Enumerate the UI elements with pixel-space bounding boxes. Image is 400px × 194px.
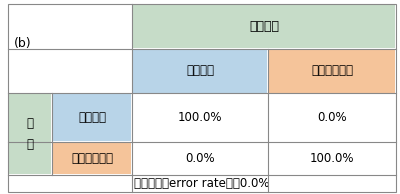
Text: 分析結果: 分析結果 — [249, 20, 279, 33]
FancyBboxPatch shape — [133, 142, 267, 174]
Text: 100.0%: 100.0% — [178, 111, 222, 124]
FancyBboxPatch shape — [9, 94, 51, 174]
FancyBboxPatch shape — [269, 142, 395, 174]
Text: 0.0%: 0.0% — [185, 152, 215, 165]
FancyBboxPatch shape — [269, 49, 395, 93]
FancyBboxPatch shape — [53, 94, 131, 141]
Text: ブラジル: ブラジル — [186, 64, 214, 77]
FancyBboxPatch shape — [9, 4, 131, 93]
Text: 真
値: 真 値 — [26, 117, 34, 151]
Text: 0.0%: 0.0% — [317, 111, 347, 124]
Text: ブラジル: ブラジル — [78, 111, 106, 124]
Text: (b): (b) — [14, 37, 32, 50]
Text: ナイジェリア: ナイジェリア — [71, 152, 113, 165]
Text: 誤判別率（error rate）＝0.0%: 誤判別率（error rate）＝0.0% — [134, 177, 270, 190]
FancyBboxPatch shape — [133, 94, 267, 141]
Text: ナイジェリア: ナイジェリア — [311, 64, 353, 77]
FancyBboxPatch shape — [133, 49, 267, 93]
Text: 100.0%: 100.0% — [310, 152, 354, 165]
FancyBboxPatch shape — [9, 175, 395, 191]
FancyBboxPatch shape — [53, 142, 131, 174]
FancyBboxPatch shape — [269, 94, 395, 141]
FancyBboxPatch shape — [133, 4, 395, 48]
